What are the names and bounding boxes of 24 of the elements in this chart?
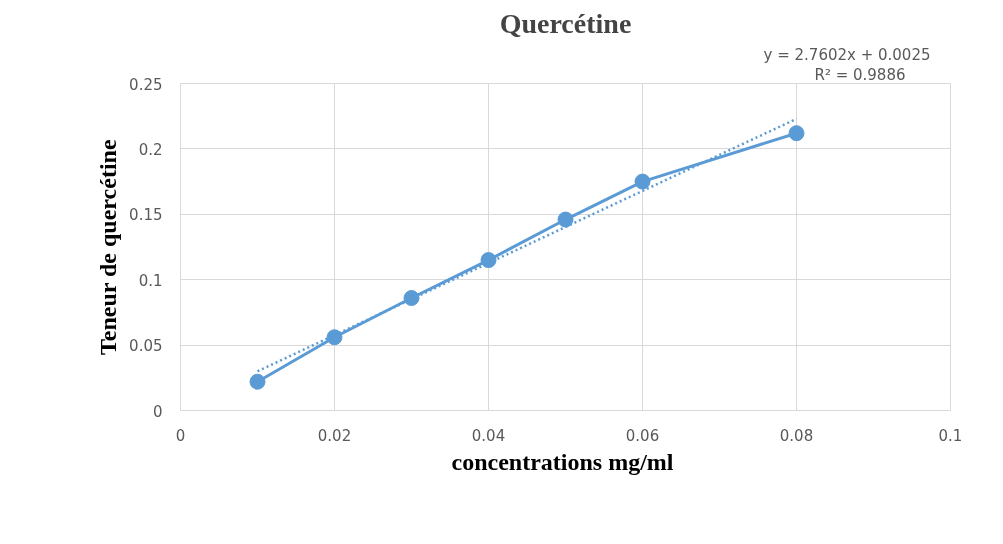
point <box>634 173 651 190</box>
y-tick-label: 0 <box>152 402 163 421</box>
point <box>249 373 266 390</box>
x-tick-label: 0.06 <box>625 426 660 445</box>
point <box>480 252 497 269</box>
y-tick-label: 0.05 <box>129 337 163 356</box>
y-axis-title: Teneur de quercétine <box>95 139 122 355</box>
text: y = 2.7602x + 0.0025 <box>763 45 931 64</box>
x-tick-label: 0.1 <box>938 426 963 445</box>
y-tick-label: 0.15 <box>129 206 163 225</box>
point <box>326 329 343 346</box>
chart-title: Quercétine <box>499 7 632 39</box>
x-tick-label: 0.02 <box>317 426 352 445</box>
annotation: R² = 0.9886 <box>814 65 906 84</box>
point <box>557 211 574 228</box>
x-tick-label: 0.04 <box>471 426 506 445</box>
y-tick-label: 0.1 <box>138 271 163 290</box>
point <box>788 125 805 142</box>
y-tick-label: 0.25 <box>129 75 163 94</box>
point <box>403 290 420 306</box>
x-axis-title: concentrations mg/ml <box>451 448 674 475</box>
x-tick-label: 0 <box>175 426 186 445</box>
y-tick-label: 0.2 <box>138 140 163 159</box>
x-tick-label: 0.08 <box>779 426 814 445</box>
